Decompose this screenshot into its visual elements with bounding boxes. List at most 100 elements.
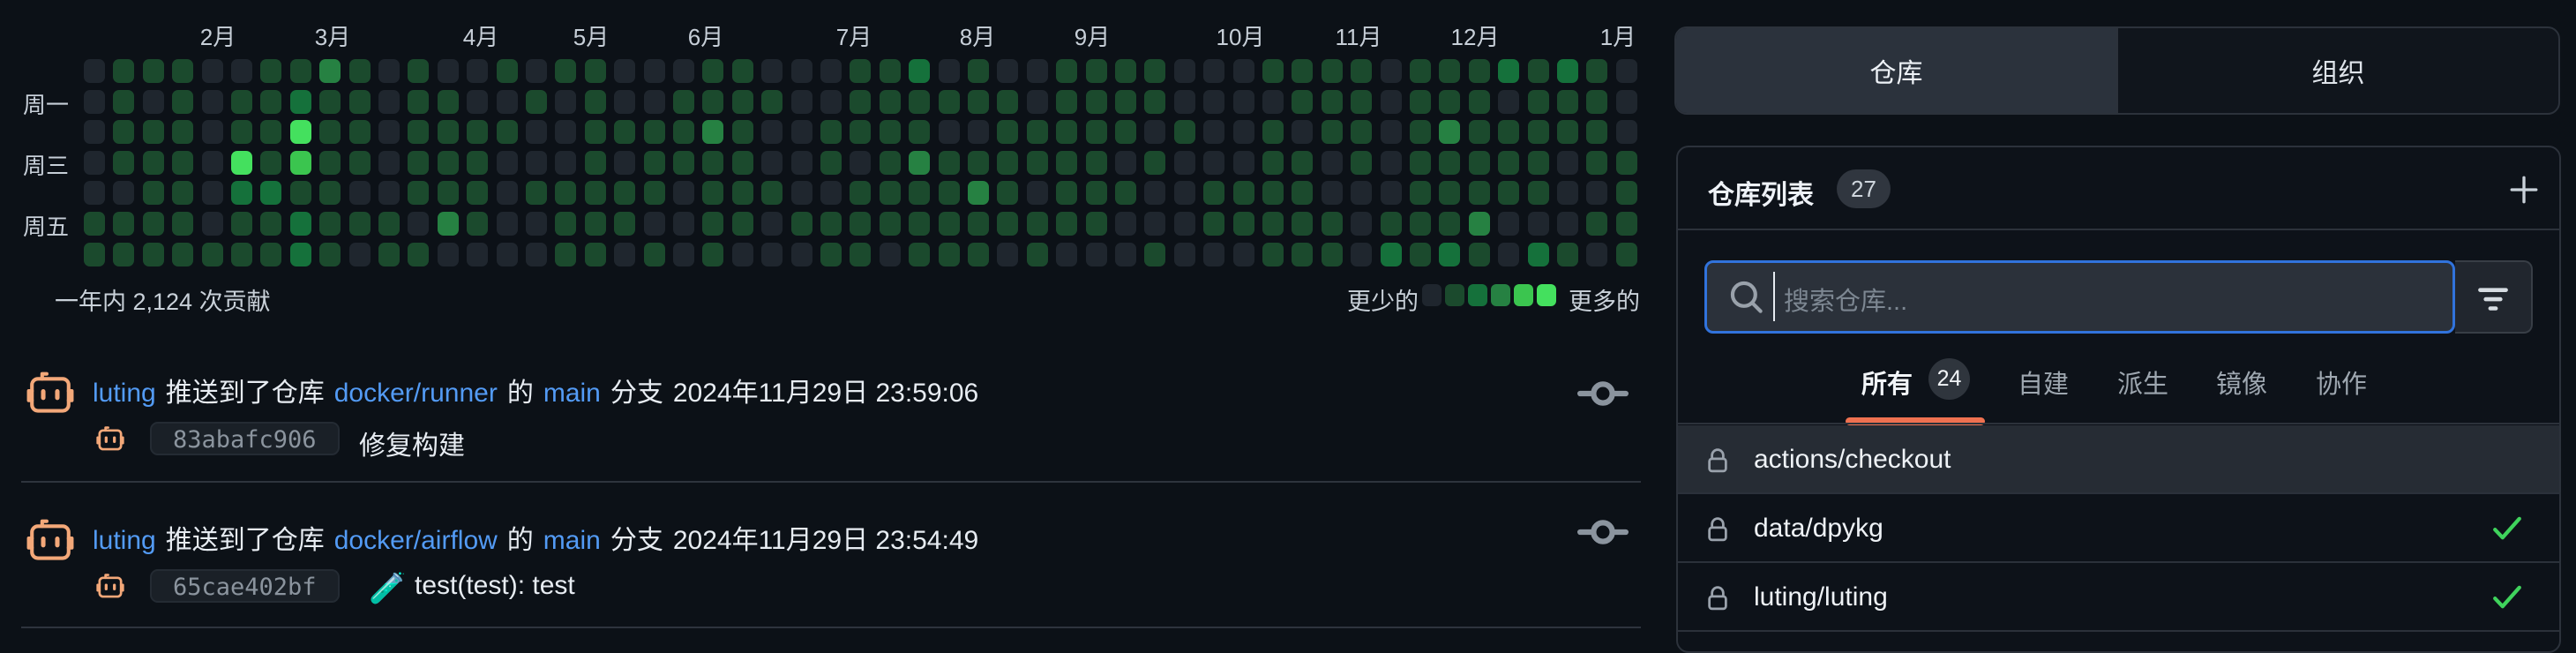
- contribution-cell: [408, 89, 430, 114]
- contribution-cell: [1026, 120, 1048, 145]
- contribution-cell: [1173, 120, 1195, 145]
- contribution-cell: [526, 181, 547, 206]
- contribution-cell: [319, 242, 341, 266]
- contribution-cell: [850, 242, 872, 266]
- contribution-cell: [437, 181, 459, 206]
- tab-organizations[interactable]: 组织: [2311, 59, 2365, 88]
- commit-message[interactable]: test(test): test: [415, 571, 575, 600]
- repo-search-input[interactable]: [1704, 260, 2455, 334]
- commit-hash[interactable]: 83abafc906: [150, 422, 340, 455]
- contribution-cell: [467, 150, 489, 175]
- contribution-cell: [1527, 212, 1549, 236]
- contribution-cell: [1380, 212, 1402, 236]
- tab-repositories[interactable]: 仓库: [1676, 28, 2118, 113]
- contribution-cell: [614, 212, 636, 236]
- actor-link[interactable]: luting: [93, 526, 156, 555]
- contribution-cell: [1439, 59, 1461, 83]
- contribution-cell: [260, 212, 282, 236]
- filter-tab-all[interactable]: 所有: [1861, 371, 1913, 399]
- filter-tab-sources[interactable]: 自建: [2018, 371, 2070, 399]
- contribution-cell: [1262, 181, 1284, 206]
- filter-all-count: 24: [1928, 358, 1970, 400]
- contribution-cell: [526, 242, 547, 266]
- contribution-cell: [1173, 242, 1195, 266]
- contribution-cell: [614, 59, 636, 83]
- contribution-cell: [761, 181, 783, 206]
- contribution-cell: [938, 150, 960, 175]
- contribution-cell: [1380, 150, 1402, 175]
- contribution-cell: [84, 89, 105, 114]
- repo-row[interactable]: actions/checkout: [1678, 425, 2559, 494]
- contribution-cell: [673, 150, 694, 175]
- contribution-cell: [1026, 89, 1048, 114]
- contribution-cell: [1380, 242, 1402, 266]
- contribution-cell: [172, 89, 194, 114]
- repo-link[interactable]: luting/luting: [1754, 582, 1888, 612]
- particle-text: 的: [506, 379, 534, 408]
- contribution-cell: [1321, 120, 1343, 145]
- branch-link[interactable]: main: [543, 379, 601, 408]
- contribution-cell: [289, 181, 311, 206]
- contribution-cell: [702, 150, 724, 175]
- branch-link[interactable]: main: [543, 526, 601, 555]
- contribution-cell: [1026, 150, 1048, 175]
- filter-tab-forks[interactable]: 派生: [2117, 371, 2169, 399]
- contribution-cell: [790, 59, 812, 83]
- commit-hash[interactable]: 65cae402bf: [150, 569, 340, 603]
- contribution-cell: [113, 242, 135, 266]
- contribution-cell: [790, 242, 812, 266]
- contribution-cell: [997, 212, 1019, 236]
- commit-message[interactable]: 修复构建: [359, 432, 465, 461]
- add-repo-icon[interactable]: [2507, 173, 2541, 206]
- filter-tab-mirrors[interactable]: 镜像: [2216, 371, 2268, 399]
- month-label: 4月: [462, 24, 499, 50]
- contribution-cell: [1321, 212, 1343, 236]
- contribution-cell: [997, 181, 1019, 206]
- contribution-cell: [1380, 89, 1402, 114]
- repo-row[interactable]: data/dpykg: [1678, 494, 2559, 563]
- contribution-cell: [467, 242, 489, 266]
- filter-lines-icon: [2478, 287, 2508, 311]
- contribution-cell: [1203, 212, 1225, 236]
- contribution-cell: [1321, 59, 1343, 83]
- contribution-cell: [614, 120, 636, 145]
- contribution-cell: [1232, 242, 1254, 266]
- repo-list-title: 仓库列表: [1708, 181, 1814, 210]
- contribution-cell: [820, 242, 842, 266]
- contribution-cell: [526, 120, 547, 145]
- actor-link[interactable]: luting: [93, 379, 156, 408]
- repo-link[interactable]: docker/runner: [333, 379, 498, 408]
- contribution-cell: [1292, 150, 1314, 175]
- bot-avatar[interactable]: [25, 367, 76, 418]
- contribution-cell: [1292, 212, 1314, 236]
- contribution-cell: [378, 89, 400, 114]
- bot-avatar[interactable]: [25, 514, 76, 566]
- repo-row[interactable]: luting/luting: [1678, 563, 2559, 632]
- filter-tab-collab[interactable]: 协作: [2316, 371, 2368, 399]
- contribution-cell: [1115, 242, 1136, 266]
- contribution-cell: [1557, 150, 1578, 175]
- month-label: 2月: [199, 24, 236, 50]
- legend-swatch: [1491, 284, 1510, 306]
- contribution-cell: [555, 150, 577, 175]
- bot-icon: [96, 426, 124, 451]
- contribution-cell: [201, 120, 223, 145]
- contribution-cell: [879, 212, 901, 236]
- contribution-cell: [1351, 212, 1373, 236]
- contribution-cell: [437, 242, 459, 266]
- repo-link[interactable]: actions/checkout: [1754, 445, 1951, 474]
- contribution-cell: [643, 212, 665, 236]
- contribution-cell: [1321, 181, 1343, 206]
- repo-link[interactable]: docker/airflow: [333, 526, 498, 555]
- contribution-cell: [1410, 89, 1431, 114]
- contribution-cell: [1085, 150, 1107, 175]
- contribution-cell: [731, 181, 753, 206]
- bot-icon: [96, 574, 124, 598]
- contribution-cell: [260, 181, 282, 206]
- contribution-cell: [319, 150, 341, 175]
- contribution-cell: [879, 150, 901, 175]
- repo-link[interactable]: data/dpykg: [1754, 514, 1883, 543]
- contribution-cell: [584, 59, 606, 83]
- contribution-cell: [201, 242, 223, 266]
- repo-filter-button[interactable]: [2455, 260, 2533, 334]
